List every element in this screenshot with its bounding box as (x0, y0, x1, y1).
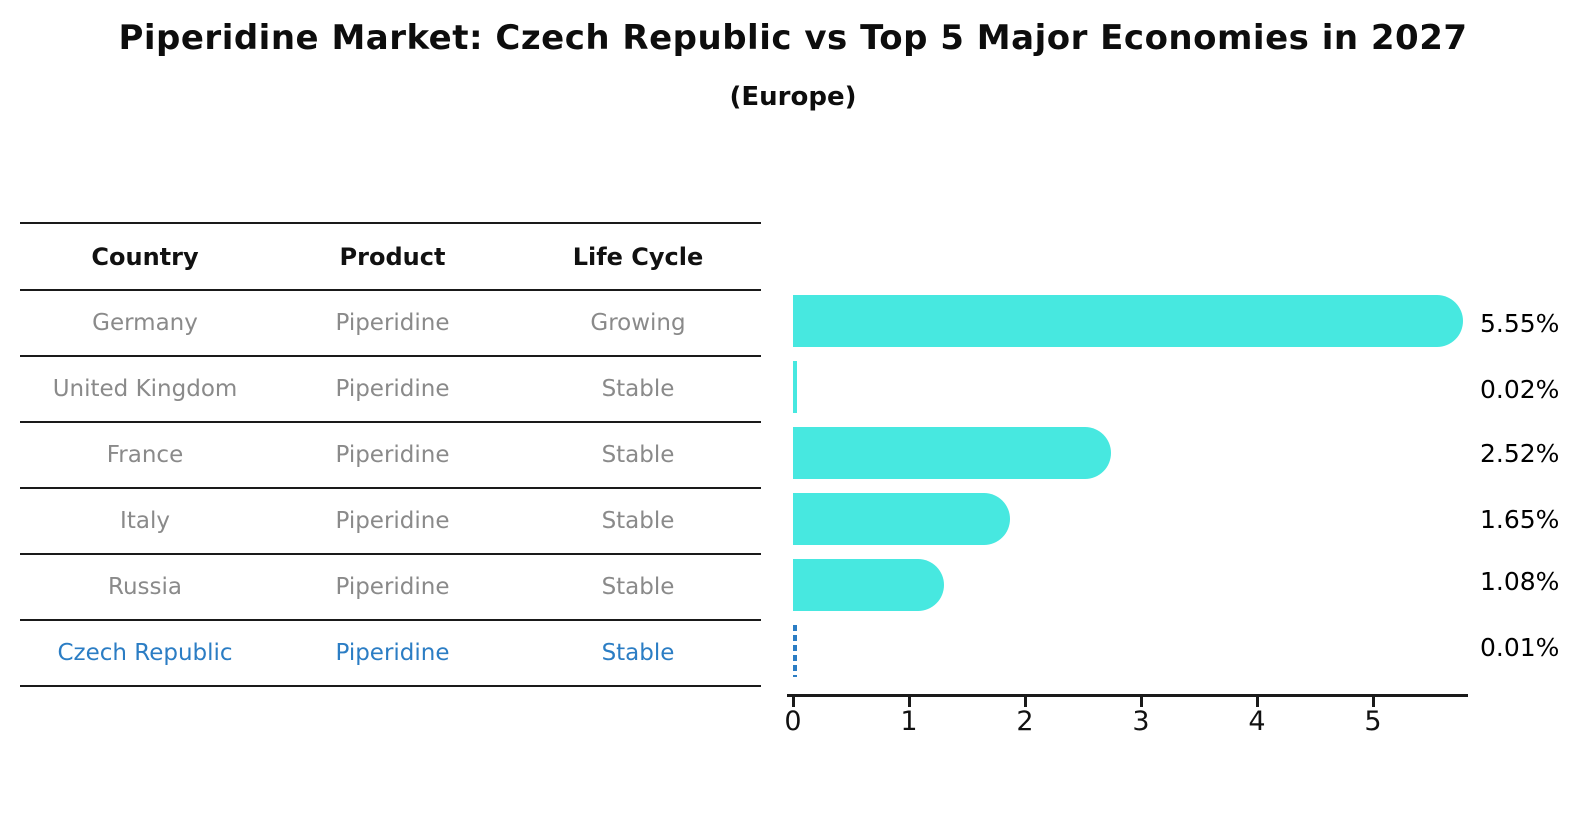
table-header-row: Country Product Life Cycle (20, 222, 761, 291)
cell-country: Czech Republic (57, 640, 233, 666)
x-axis-tick (792, 697, 795, 707)
x-axis-tick-label: 2 (1016, 706, 1034, 737)
table-row: Italy Piperidine Stable (20, 489, 761, 555)
cell-product: Piperidine (335, 640, 450, 666)
value-label: 0.02% (1480, 375, 1560, 404)
bar-czech-republic (793, 625, 797, 677)
bar-italy (793, 493, 1011, 545)
column-header-product: Product (339, 242, 446, 271)
x-axis-tick-label: 4 (1248, 706, 1266, 737)
x-axis-tick-label: 1 (900, 706, 918, 737)
value-label: 1.08% (1480, 567, 1560, 596)
country-table: Country Product Life Cycle Germany Piper… (20, 222, 761, 687)
value-label: 5.55% (1480, 309, 1560, 338)
x-axis-tick (908, 697, 911, 707)
bar-germany (793, 295, 1463, 347)
cell-country: Germany (92, 310, 198, 336)
value-label: 2.52% (1480, 439, 1560, 468)
table-row: Germany Piperidine Growing (20, 291, 761, 357)
page-subtitle: (Europe) (729, 82, 857, 112)
x-axis-tick-label: 5 (1364, 706, 1382, 737)
x-axis-tick-label: 0 (784, 706, 802, 737)
cell-country: United Kingdom (52, 376, 238, 402)
cell-life-cycle: Stable (601, 640, 675, 666)
cell-product: Piperidine (335, 574, 450, 600)
cell-life-cycle: Stable (601, 442, 675, 468)
x-axis-tick (1256, 697, 1259, 707)
cell-product: Piperidine (335, 442, 450, 468)
x-axis-tick (1140, 697, 1143, 707)
x-axis-line (787, 694, 1468, 697)
page-title: Piperidine Market: Czech Republic vs Top… (118, 18, 1468, 58)
value-label: 0.01% (1480, 633, 1560, 662)
table-row: United Kingdom Piperidine Stable (20, 357, 761, 423)
cell-life-cycle: Growing (590, 310, 686, 336)
cell-life-cycle: Stable (601, 574, 675, 600)
column-header-country: Country (91, 242, 199, 271)
cell-country: Italy (120, 508, 170, 534)
cell-product: Piperidine (335, 508, 450, 534)
cell-country: France (106, 442, 184, 468)
cell-product: Piperidine (335, 376, 450, 402)
table-row: Russia Piperidine Stable (20, 555, 761, 621)
value-label: 1.65% (1480, 505, 1560, 534)
cell-country: Russia (108, 574, 182, 600)
cell-product: Piperidine (335, 310, 450, 336)
bar-france (793, 427, 1112, 479)
cell-life-cycle: Stable (601, 376, 675, 402)
bar-russia (793, 559, 945, 611)
x-axis-tick (1024, 697, 1027, 707)
x-axis-tick-label: 3 (1132, 706, 1150, 737)
table-row: France Piperidine Stable (20, 423, 761, 489)
table-row-highlight-czech-republic: Czech Republic Piperidine Stable (20, 621, 761, 687)
cell-life-cycle: Stable (601, 508, 675, 534)
column-header-life-cycle: Life Cycle (572, 242, 704, 271)
bar-united-kingdom (793, 361, 797, 413)
x-axis-tick (1372, 697, 1375, 707)
